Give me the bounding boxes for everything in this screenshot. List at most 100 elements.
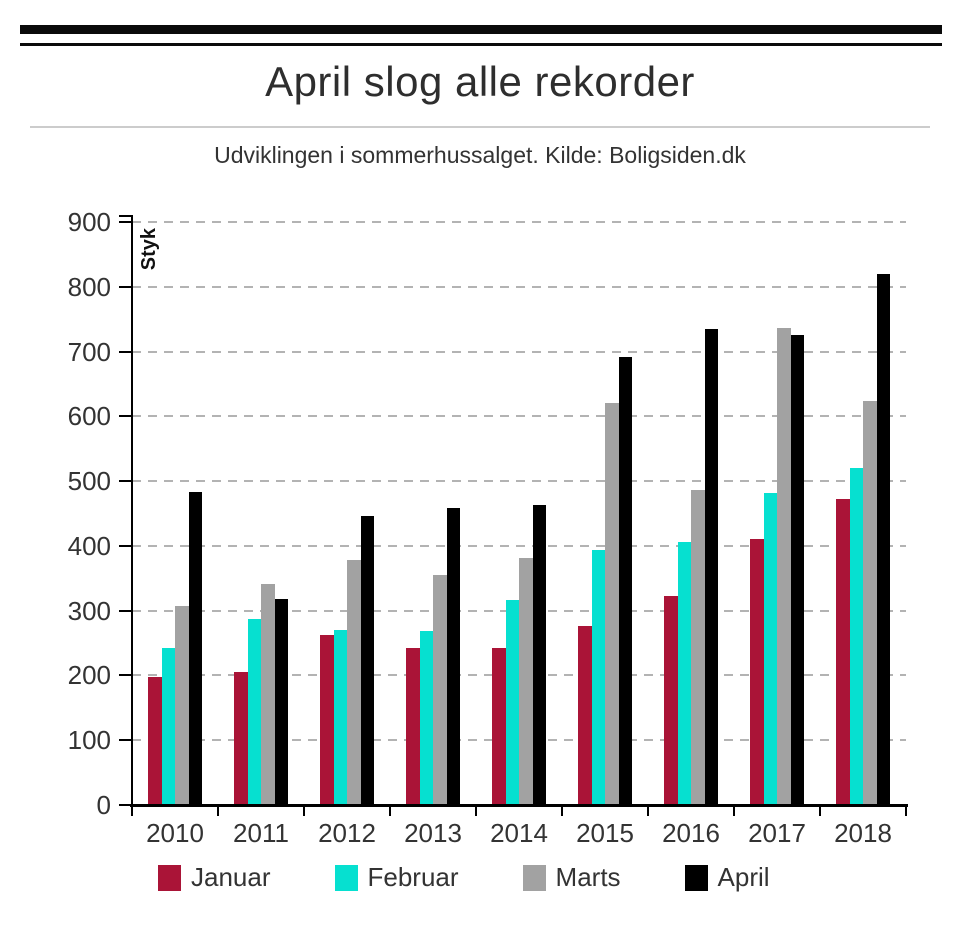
- y-axis-label: 400: [67, 530, 111, 561]
- y-axis-tick: [119, 285, 132, 288]
- x-axis-tick: [131, 806, 133, 816]
- x-axis-tick: [561, 806, 563, 816]
- bar-januar-2013: [406, 648, 420, 805]
- bar-februar-2017: [763, 493, 777, 805]
- bar-februar-2011: [247, 619, 261, 805]
- bar-marts-2014: [519, 557, 533, 805]
- x-axis-label: 2010: [146, 818, 204, 848]
- bar-marts-2018: [863, 400, 877, 805]
- top-rule-thin: [20, 43, 942, 46]
- y-axis-line: [131, 215, 133, 805]
- title-divider: [30, 126, 930, 128]
- chart-legend: Januar Februar Marts April: [158, 862, 770, 893]
- x-axis-label: 2015: [576, 818, 634, 848]
- x-axis-tick: [389, 806, 391, 816]
- gridline: [132, 285, 906, 288]
- x-axis-tick: [303, 806, 305, 816]
- y-axis-tick: [119, 739, 132, 742]
- y-axis-label: 800: [67, 271, 111, 302]
- bar-februar-2018: [849, 467, 863, 805]
- y-axis-tick: [119, 415, 132, 418]
- legend-item-januar: Januar: [158, 862, 271, 893]
- bar-marts-2013: [433, 575, 447, 805]
- y-axis-tick: [119, 609, 132, 612]
- bar-februar-2016: [677, 542, 691, 805]
- y-axis-tick: [119, 804, 132, 806]
- bar-januar-2017: [750, 538, 764, 805]
- legend-label: Marts: [555, 862, 621, 892]
- x-axis-label: 2013: [404, 818, 462, 848]
- bar-januar-2018: [836, 498, 850, 805]
- y-axis-label: 0: [96, 790, 111, 820]
- x-axis-tick: [217, 806, 219, 816]
- legend-label: Februar: [367, 862, 459, 892]
- page-title: April slog alle rekorder: [265, 58, 695, 105]
- gridline: [132, 221, 906, 223]
- bar-marts-2016: [691, 490, 705, 805]
- x-axis-tick: [819, 806, 821, 816]
- bar-januar-2012: [320, 635, 334, 805]
- y-axis-tick: [119, 544, 132, 547]
- bar-februar-2010: [161, 648, 175, 805]
- bar-februar-2015: [591, 549, 605, 805]
- x-axis-tick: [475, 806, 477, 816]
- bar-januar-2016: [664, 596, 678, 805]
- bar-januar-2010: [148, 677, 162, 805]
- bar-april-2014: [532, 505, 546, 805]
- y-axis-tick: [119, 480, 132, 483]
- x-axis-label: 2017: [748, 818, 806, 848]
- y-axis-label: 700: [67, 336, 111, 367]
- x-axis-label: 2018: [834, 818, 892, 848]
- bar-april-2015: [618, 357, 632, 805]
- bar-marts-2015: [605, 403, 619, 805]
- bar-januar-2014: [492, 648, 506, 805]
- legend-swatch-marts: [522, 864, 546, 891]
- x-axis-label: 2014: [490, 818, 548, 848]
- legend-label: April: [717, 862, 770, 892]
- bar-februar-2014: [505, 599, 519, 805]
- bar-april-2011: [274, 599, 288, 805]
- bar-april-2017: [790, 334, 804, 805]
- y-axis-label: 200: [67, 660, 111, 691]
- bar-januar-2011: [234, 672, 248, 805]
- legend-item-april: April: [684, 862, 770, 893]
- x-axis-label: 2016: [662, 818, 720, 848]
- y-axis-label: 500: [67, 466, 111, 497]
- legend-label: Januar: [191, 862, 271, 892]
- gridline: [132, 480, 906, 483]
- y-axis-tick: [119, 674, 132, 677]
- y-axis-label: 100: [67, 725, 111, 756]
- y-axis-end-cap: [119, 215, 132, 217]
- legend-item-februar: Februar: [334, 862, 459, 893]
- x-axis-tick: [647, 806, 649, 816]
- bar-marts-2012: [347, 560, 361, 805]
- bar-april-2012: [360, 516, 374, 805]
- gridline: [132, 350, 906, 353]
- bar-marts-2017: [777, 328, 791, 805]
- x-axis-tick: [905, 806, 907, 816]
- legend-swatch-februar: [334, 864, 358, 891]
- y-axis-tick: [119, 350, 132, 353]
- y-axis-tick: [119, 221, 132, 223]
- legend-swatch-januar: [158, 864, 181, 891]
- legend-item-marts: Marts: [522, 862, 621, 893]
- y-axis-title: Styk: [138, 228, 160, 271]
- y-axis-label: 900: [67, 207, 111, 237]
- top-rule-thick: [20, 25, 942, 34]
- bar-april-2016: [704, 328, 718, 805]
- gridline: [132, 544, 906, 547]
- x-axis-label: 2012: [318, 818, 376, 848]
- page-subtitle: Udviklingen i sommerhussalget. Kilde: Bo…: [214, 142, 746, 168]
- bar-februar-2013: [419, 630, 433, 805]
- bar-marts-2010: [175, 606, 189, 805]
- bar-januar-2015: [578, 625, 592, 805]
- bar-februar-2012: [333, 630, 347, 805]
- x-axis-label: 2011: [233, 818, 289, 848]
- legend-swatch-april: [684, 864, 708, 891]
- gridline: [132, 415, 906, 418]
- x-axis-line: [130, 804, 908, 807]
- x-axis-tick: [733, 806, 735, 816]
- y-axis-label: 600: [67, 401, 111, 432]
